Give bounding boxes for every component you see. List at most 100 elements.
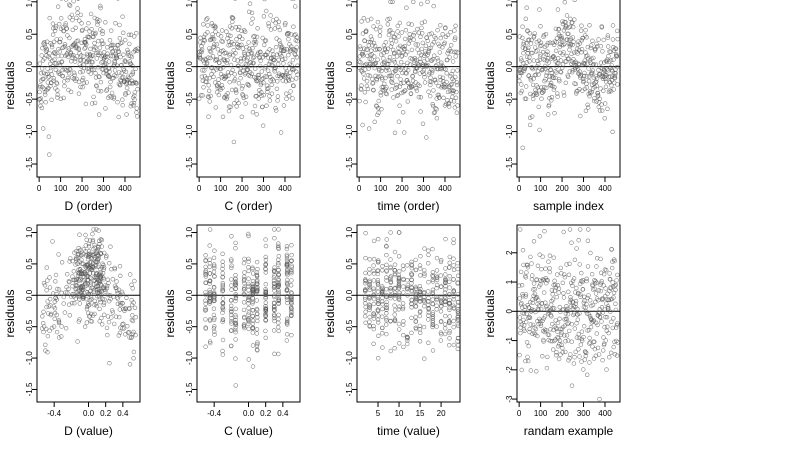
data-point bbox=[397, 50, 402, 55]
data-point bbox=[537, 318, 543, 324]
data-point bbox=[524, 311, 529, 317]
data-point bbox=[211, 44, 217, 49]
data-point bbox=[267, 93, 272, 99]
data-point bbox=[562, 0, 567, 5]
data-point bbox=[437, 95, 442, 100]
data-point bbox=[431, 39, 437, 45]
data-point bbox=[118, 302, 123, 308]
data-point bbox=[575, 51, 580, 56]
data-point bbox=[50, 239, 55, 244]
x-tick-label: 100 bbox=[534, 184, 548, 193]
data-point bbox=[443, 313, 448, 319]
data-point bbox=[73, 25, 78, 30]
y-tick-label: -1.0 bbox=[345, 124, 354, 138]
data-point bbox=[98, 283, 104, 288]
data-point bbox=[203, 280, 208, 285]
data-point bbox=[276, 295, 281, 301]
data-point bbox=[584, 372, 590, 377]
data-point bbox=[233, 25, 239, 30]
points bbox=[197, 0, 300, 145]
data-point bbox=[259, 69, 264, 74]
data-point bbox=[428, 82, 433, 88]
data-point bbox=[363, 278, 368, 283]
data-point bbox=[603, 268, 609, 273]
data-point bbox=[432, 78, 437, 83]
data-point bbox=[371, 286, 376, 291]
data-point bbox=[524, 270, 529, 275]
data-point bbox=[388, 257, 393, 262]
y-tick-label: -1 bbox=[505, 336, 514, 344]
data-point bbox=[253, 39, 259, 45]
data-point bbox=[279, 54, 284, 59]
data-point bbox=[385, 17, 390, 22]
data-point bbox=[361, 71, 366, 76]
data-point bbox=[594, 99, 599, 104]
data-point bbox=[79, 271, 85, 276]
data-point bbox=[538, 323, 544, 328]
data-point bbox=[528, 41, 534, 46]
data-point bbox=[601, 272, 607, 277]
data-point bbox=[240, 83, 245, 89]
data-point bbox=[371, 88, 376, 93]
data-point bbox=[133, 47, 139, 52]
data-point bbox=[560, 19, 565, 24]
data-point bbox=[422, 80, 428, 85]
data-point bbox=[581, 78, 586, 84]
data-point bbox=[289, 299, 294, 305]
x-tick-label: 5 bbox=[376, 409, 381, 418]
data-point bbox=[42, 92, 48, 97]
data-point bbox=[588, 43, 594, 48]
data-point bbox=[552, 338, 557, 344]
data-point bbox=[451, 256, 456, 261]
data-point bbox=[112, 68, 118, 73]
data-point bbox=[538, 52, 543, 57]
data-point bbox=[276, 289, 281, 295]
data-point bbox=[445, 57, 450, 63]
data-point bbox=[592, 286, 597, 292]
data-point bbox=[532, 291, 538, 297]
data-point bbox=[547, 40, 553, 45]
data-point bbox=[75, 10, 80, 16]
data-point bbox=[430, 270, 436, 275]
data-point bbox=[447, 329, 452, 334]
data-point bbox=[207, 317, 213, 322]
data-point bbox=[392, 318, 398, 324]
data-point bbox=[436, 66, 441, 72]
data-point bbox=[401, 290, 406, 295]
data-point bbox=[401, 322, 406, 327]
data-point bbox=[589, 89, 594, 95]
data-point bbox=[104, 325, 110, 331]
data-point bbox=[233, 327, 238, 333]
data-point bbox=[94, 84, 99, 89]
y-tick-label: -0.5 bbox=[345, 319, 354, 333]
data-point bbox=[361, 53, 366, 58]
data-point bbox=[384, 287, 389, 292]
data-point bbox=[273, 44, 279, 50]
data-point bbox=[543, 31, 549, 37]
data-point bbox=[131, 103, 136, 108]
y-tick-label: -3 bbox=[505, 395, 514, 403]
data-point bbox=[613, 307, 619, 313]
data-point bbox=[264, 103, 269, 108]
data-point bbox=[120, 14, 125, 19]
data-point bbox=[233, 50, 238, 56]
data-point bbox=[359, 19, 364, 24]
data-point bbox=[125, 47, 130, 53]
data-point bbox=[250, 271, 256, 276]
data-point bbox=[231, 139, 237, 145]
data-point bbox=[125, 324, 130, 329]
data-point bbox=[455, 280, 460, 285]
data-point bbox=[600, 296, 606, 301]
data-point bbox=[519, 82, 524, 87]
data-point bbox=[540, 254, 545, 259]
data-point bbox=[395, 73, 400, 79]
data-point bbox=[276, 262, 281, 267]
data-point bbox=[74, 255, 79, 260]
data-point bbox=[246, 321, 251, 327]
data-point bbox=[431, 3, 436, 9]
data-point bbox=[233, 306, 239, 312]
data-point bbox=[430, 320, 435, 325]
data-point bbox=[263, 257, 269, 263]
data-point bbox=[217, 60, 222, 66]
